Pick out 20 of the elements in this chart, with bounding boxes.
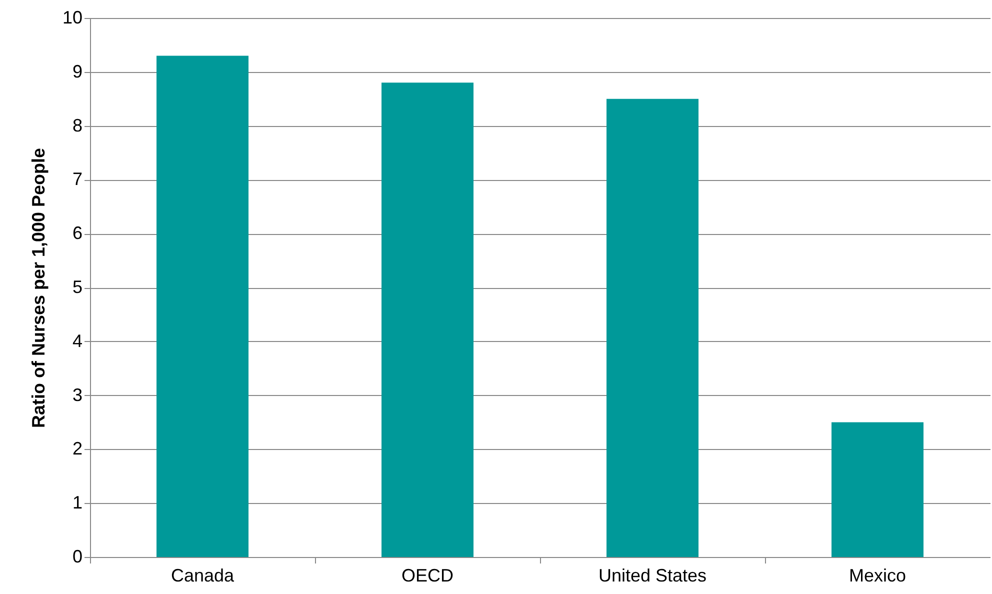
x-tick-label: Canada xyxy=(170,566,236,586)
y-tick-label: 4 xyxy=(72,330,82,351)
y-tick-label: 3 xyxy=(72,384,82,405)
y-tick-label: 5 xyxy=(72,277,82,297)
y-axis-title: Ratio of Nurses per 1,000 People xyxy=(28,148,48,428)
y-tick-label: 0 xyxy=(72,546,82,566)
bar xyxy=(156,56,248,557)
y-tick-label: 6 xyxy=(72,223,82,244)
y-tick-label: 8 xyxy=(72,115,82,136)
bar xyxy=(382,82,474,557)
y-tick-label: 2 xyxy=(72,438,82,459)
x-tick-label: United States xyxy=(598,566,707,586)
bar xyxy=(832,422,924,557)
y-tick-label: 10 xyxy=(62,8,82,28)
x-tick-label: Mexico xyxy=(848,566,906,586)
y-tick-label: 1 xyxy=(72,492,82,513)
bar xyxy=(606,98,698,557)
x-tick-label: OECD xyxy=(401,566,454,586)
y-tick-label: 9 xyxy=(72,61,82,82)
y-tick-label: 7 xyxy=(72,169,82,190)
